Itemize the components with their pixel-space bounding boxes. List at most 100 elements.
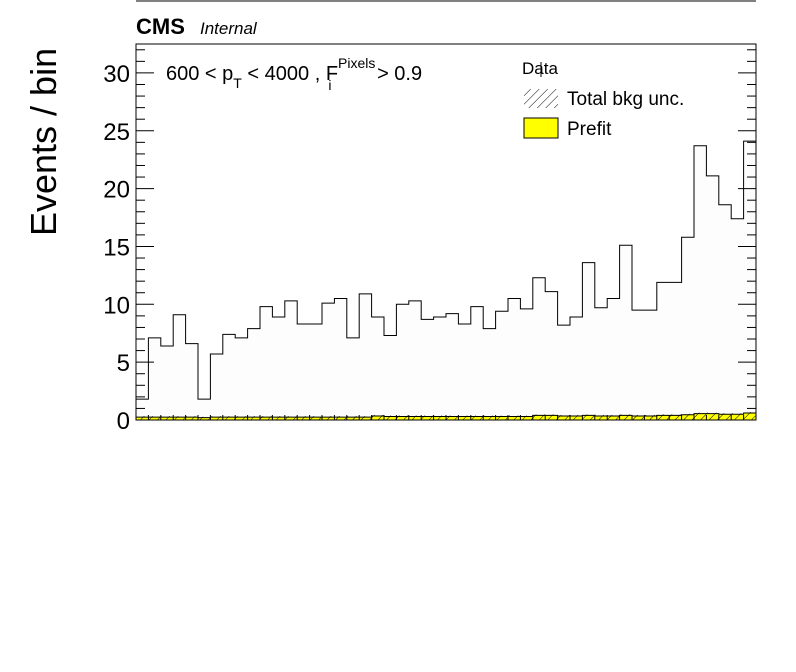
data-bin [148, 337, 162, 420]
data-step-line [135, 140, 756, 420]
data-bin [520, 308, 534, 420]
unc-band [173, 416, 187, 420]
unc-band [470, 415, 484, 420]
y-tick-label: 10 [103, 292, 130, 319]
unc-band [346, 416, 360, 420]
y-axis-label: Events / bin [23, 48, 64, 236]
data-bin [160, 345, 174, 420]
legend: Data Total bkg unc. Prefit [522, 59, 684, 140]
data-bin [743, 141, 757, 421]
data-bin [433, 317, 447, 420]
unc-band [433, 415, 447, 420]
y-tick-label: 0 [117, 408, 130, 435]
data-bin [185, 343, 199, 420]
data-bin [731, 218, 745, 420]
data-bin [718, 204, 732, 420]
unc-band [371, 414, 385, 420]
data-bin [681, 237, 695, 420]
data-bin [570, 317, 583, 420]
unc-band [148, 416, 162, 420]
unc-band [718, 413, 732, 420]
unc-band [656, 414, 670, 420]
data-bin [421, 319, 435, 420]
unc-band [284, 416, 298, 420]
unc-band [421, 415, 435, 420]
unc-band [222, 416, 236, 420]
data-bin [272, 317, 286, 420]
tick-layer: 0 5 10 15 20 25 30 [103, 49, 757, 435]
unc-band [557, 414, 571, 420]
legend-unc-label: Total bkg unc. [567, 89, 684, 110]
y-tick-label: 15 [103, 234, 130, 261]
unc-band [260, 416, 273, 420]
unc-band [359, 416, 373, 420]
unc-band [520, 415, 534, 420]
data-bin [173, 314, 187, 420]
unc-band [210, 416, 224, 420]
unc-band [408, 415, 422, 420]
data-bin [136, 399, 149, 420]
unc-band [235, 416, 249, 420]
data-bin [210, 354, 224, 420]
data-bin [694, 145, 707, 420]
unc-band [619, 414, 633, 420]
legend-hatch-swatch [524, 89, 558, 108]
data-bin [656, 282, 670, 420]
data-bin [235, 337, 249, 420]
unc-band [136, 416, 149, 420]
data-bin [359, 293, 373, 420]
unc-band [458, 415, 472, 420]
data-bin [284, 300, 298, 420]
status-label: Internal [200, 19, 258, 38]
data-bin [458, 323, 472, 420]
y-tick-label: 30 [103, 61, 130, 88]
data-fill-layer [136, 141, 757, 421]
data-bin [545, 291, 559, 420]
y-tick-label: 25 [103, 119, 130, 146]
legend-prefit-swatch [523, 117, 559, 139]
data-bin [297, 323, 311, 420]
unc-band [322, 416, 335, 420]
unc-band [483, 415, 497, 420]
data-bin [222, 334, 236, 420]
data-bin [706, 175, 720, 420]
unc-band [495, 415, 509, 420]
data-bin [346, 337, 360, 420]
data-bin [322, 303, 335, 420]
unc-band [297, 416, 311, 420]
data-bin [669, 282, 683, 420]
unc-band [508, 415, 521, 420]
data-bin [582, 262, 596, 420]
data-bin [334, 298, 348, 420]
plot-frame [135, 43, 757, 421]
data-bin [508, 298, 521, 420]
unc-band [396, 415, 410, 420]
unc-band [532, 414, 546, 420]
unc-band [545, 414, 559, 420]
y-tick-label: 20 [103, 177, 130, 204]
unc-band [681, 413, 695, 420]
unc-band [334, 416, 348, 420]
unc-band [632, 414, 645, 420]
unc-band [570, 414, 583, 420]
data-bin [470, 306, 484, 420]
data-bin [644, 310, 658, 420]
data-bin [495, 311, 509, 420]
data-step-layer [135, 140, 756, 420]
unc-band [594, 414, 608, 420]
data-bin [483, 328, 497, 420]
unc-band [731, 413, 745, 420]
legend-prefit-label: Prefit [567, 119, 612, 140]
cms-label: CMS [136, 14, 185, 39]
data-bin [247, 328, 261, 420]
unc-band [309, 416, 323, 420]
data-bin [260, 306, 273, 420]
data-bin [532, 277, 546, 420]
unc-band [272, 416, 286, 420]
data-bin [384, 335, 397, 420]
unc-band [185, 416, 199, 420]
data-bin [371, 317, 385, 420]
unc-band [694, 412, 707, 420]
region-annotation: 600 < pT < 4000 , FPixels i > 0.9 [166, 55, 422, 93]
